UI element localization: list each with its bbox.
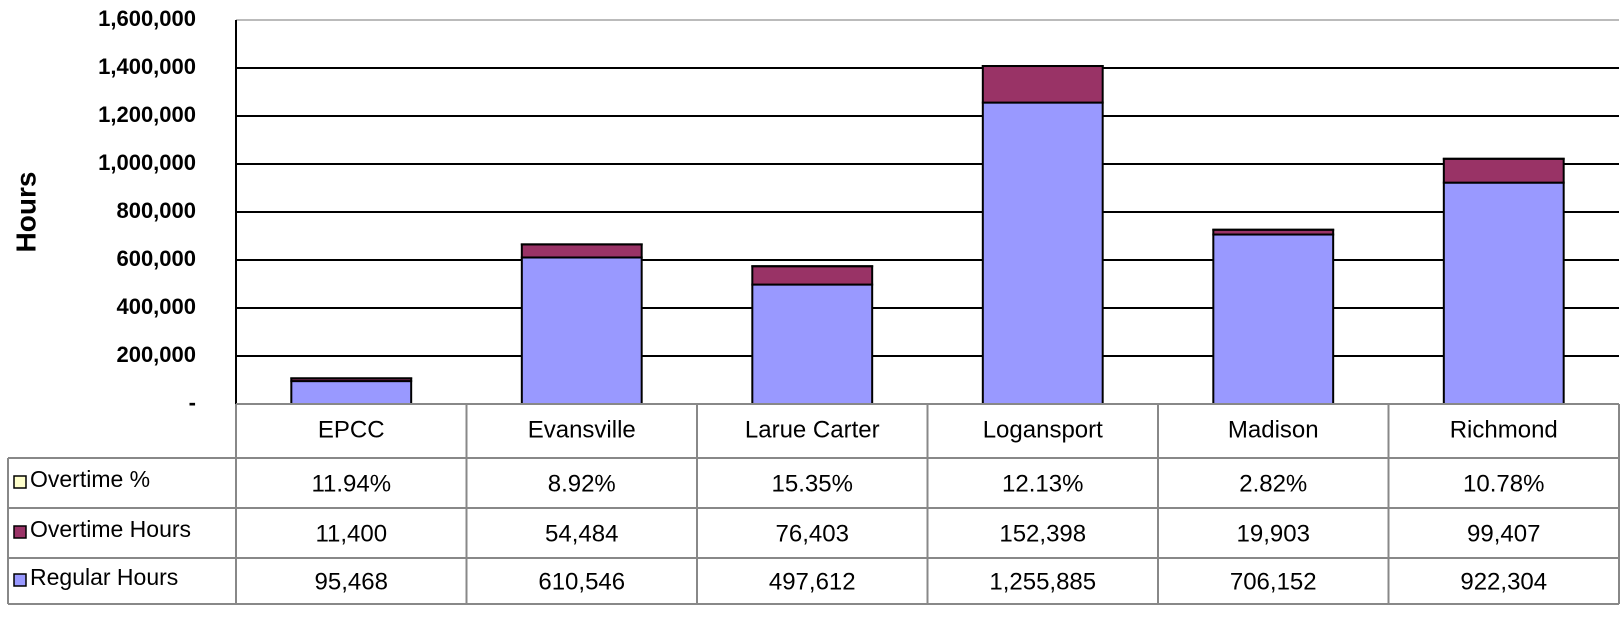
y-tick-label: 1,200,000 bbox=[98, 102, 196, 127]
bar-segment bbox=[522, 244, 642, 257]
bar-segment bbox=[983, 66, 1103, 103]
legend-label: Regular Hours bbox=[30, 564, 178, 590]
legend-swatch bbox=[14, 574, 26, 586]
bar-segment bbox=[1444, 183, 1564, 404]
table-value: 1,255,885 bbox=[989, 568, 1096, 595]
table-value: 610,546 bbox=[538, 568, 625, 595]
table-value: 12.13% bbox=[1002, 470, 1083, 497]
table-value: 497,612 bbox=[769, 568, 856, 595]
bar-segment bbox=[291, 381, 411, 404]
table-value: 95,468 bbox=[315, 568, 388, 595]
y-tick-label: 1,600,000 bbox=[98, 6, 196, 31]
table-value: 10.78% bbox=[1463, 470, 1544, 497]
y-tick-label: 400,000 bbox=[116, 294, 196, 319]
y-axis-label: Hours bbox=[10, 172, 41, 253]
table-value: 8.92% bbox=[548, 470, 616, 497]
legend-swatch bbox=[14, 476, 26, 488]
category-label: Larue Carter bbox=[745, 416, 880, 443]
table-value: 15.35% bbox=[772, 470, 853, 497]
legend-label: Overtime Hours bbox=[30, 516, 191, 542]
category-label: Logansport bbox=[983, 416, 1103, 443]
table-value: 11,400 bbox=[315, 520, 387, 547]
table-value: 76,403 bbox=[776, 520, 849, 547]
y-tick-label: - bbox=[189, 390, 196, 415]
table-value: 152,398 bbox=[999, 520, 1086, 547]
table-value: 54,484 bbox=[545, 520, 618, 547]
category-label: Richmond bbox=[1450, 416, 1558, 443]
y-tick-label: 800,000 bbox=[116, 198, 196, 223]
bar-segment bbox=[752, 266, 872, 284]
bar-segment bbox=[1444, 159, 1564, 183]
bar-segment bbox=[1213, 235, 1333, 404]
legend-label: Overtime % bbox=[30, 466, 150, 492]
table-value: 11.94% bbox=[311, 470, 391, 497]
table-value: 19,903 bbox=[1237, 520, 1310, 547]
bar-segment bbox=[522, 257, 642, 404]
table-value: 922,304 bbox=[1460, 568, 1547, 595]
y-tick-label: 1,400,000 bbox=[98, 54, 196, 79]
table-value: 99,407 bbox=[1467, 520, 1540, 547]
legend-swatch bbox=[14, 526, 26, 538]
category-label: EPCC bbox=[318, 416, 385, 443]
y-tick-label: 200,000 bbox=[116, 342, 196, 367]
category-label: Evansville bbox=[528, 416, 636, 443]
bar-segment bbox=[752, 285, 872, 404]
table-value: 2.82% bbox=[1239, 470, 1307, 497]
table-value: 706,152 bbox=[1230, 568, 1317, 595]
bar-segment bbox=[983, 103, 1103, 404]
y-tick-label: 1,000,000 bbox=[98, 150, 196, 175]
category-label: Madison bbox=[1228, 416, 1319, 443]
y-tick-label: 600,000 bbox=[116, 246, 196, 271]
